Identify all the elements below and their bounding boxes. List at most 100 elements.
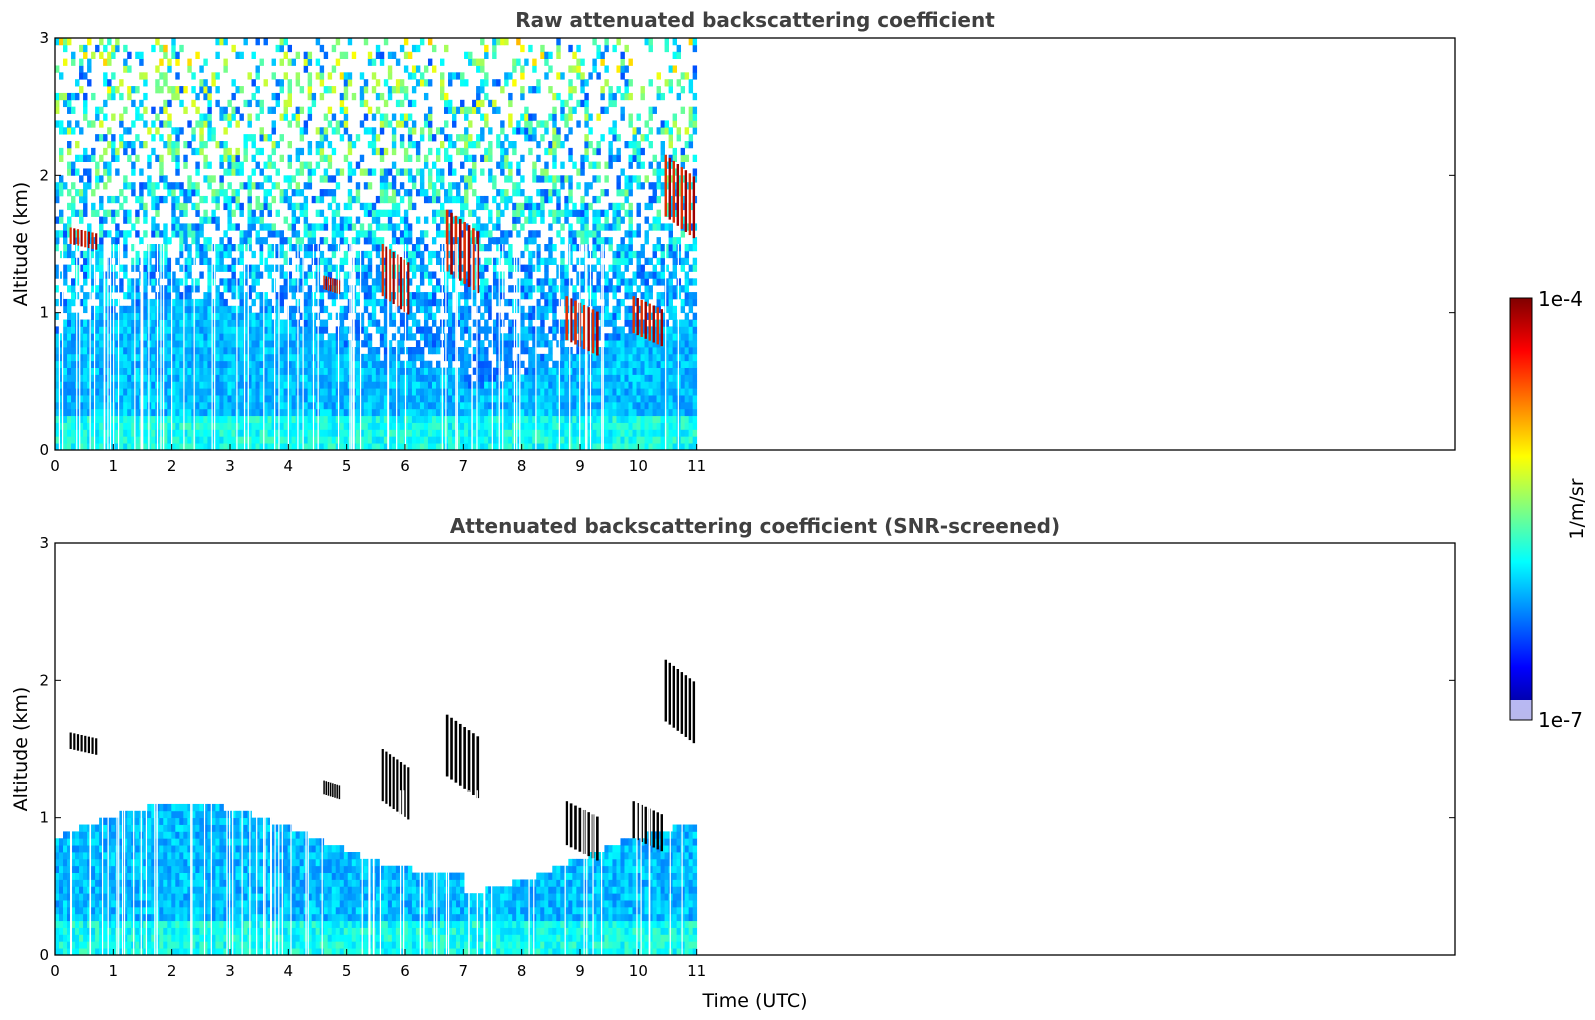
heatmap-cell <box>383 120 389 128</box>
heatmap-cell <box>548 374 553 382</box>
heatmap-cell <box>411 250 417 259</box>
heatmap-cell <box>247 113 252 121</box>
heatmap-cell <box>55 106 60 114</box>
heatmap-cell <box>55 312 60 320</box>
heatmap-cell <box>419 347 425 355</box>
heatmap-cell <box>307 168 313 176</box>
heatmap-cell <box>367 436 373 444</box>
heatmap-cell <box>516 395 521 403</box>
heatmap-cell <box>319 443 325 451</box>
heatmap-cell <box>91 408 96 417</box>
heatmap-cell <box>552 113 557 121</box>
heatmap-cell <box>391 401 397 410</box>
heatmap-cell <box>151 422 156 430</box>
heatmap-cell <box>239 312 244 320</box>
heatmap-cell <box>407 51 413 59</box>
heatmap-cell <box>83 298 88 307</box>
heatmap-cell <box>219 381 224 389</box>
heatmap-cell <box>307 86 313 94</box>
heatmap-cell <box>199 312 204 320</box>
heatmap-cell <box>359 353 365 362</box>
heatmap-cell <box>143 360 148 368</box>
heatmap-cell <box>195 381 200 389</box>
heatmap-cell <box>71 168 76 176</box>
heatmap-cell <box>343 79 349 87</box>
heatmap-cell <box>556 271 561 279</box>
heatmap-cell <box>500 161 505 169</box>
heatmap-cell <box>227 168 232 176</box>
heatmap-cell <box>207 257 212 265</box>
heatmap-cell <box>239 347 244 355</box>
heatmap-cell <box>263 38 268 46</box>
heatmap-cell <box>187 58 192 66</box>
heatmap-cell <box>119 326 124 334</box>
heatmap-cell <box>55 99 60 108</box>
heatmap-cell <box>363 237 369 245</box>
heatmap-cell <box>468 388 473 396</box>
heatmap-cell <box>231 360 236 368</box>
heatmap-cell <box>548 141 553 149</box>
heatmap-cell <box>532 264 537 272</box>
heatmap-cell <box>239 388 244 396</box>
heatmap-cell <box>460 408 465 417</box>
heatmap-cell <box>367 429 373 437</box>
heatmap-cell <box>544 388 549 396</box>
heatmap-cell <box>484 326 489 334</box>
heatmap-cell <box>399 120 405 128</box>
heatmap-cell <box>307 244 313 252</box>
heatmap-cell <box>239 340 244 348</box>
heatmap-cell <box>327 141 333 149</box>
heatmap-cell <box>95 347 100 355</box>
heatmap-cell <box>379 189 385 197</box>
heatmap-cell <box>580 347 585 355</box>
heatmap-cell <box>271 264 276 272</box>
heatmap-cell <box>123 147 128 156</box>
heatmap-cell <box>327 120 333 128</box>
heatmap-cell <box>363 367 369 375</box>
heatmap-cell <box>395 443 401 451</box>
heatmap-cell <box>399 347 405 355</box>
heatmap-cell <box>231 367 236 375</box>
heatmap-cell <box>472 381 477 389</box>
heatmap-cell <box>215 257 220 265</box>
heatmap-cell <box>131 340 136 348</box>
heatmap-cell <box>508 340 513 348</box>
heatmap-cell <box>231 106 236 114</box>
heatmap-cell <box>255 271 260 279</box>
heatmap-cell <box>367 340 373 348</box>
heatmap-cell <box>243 353 248 362</box>
heatmap-cell <box>307 374 313 382</box>
heatmap-cell <box>476 367 481 375</box>
heatmap-cell <box>107 436 112 444</box>
heatmap-cell <box>508 250 513 259</box>
heatmap-cell <box>95 326 100 334</box>
heatmap-cell <box>83 422 88 430</box>
heatmap-cell <box>576 257 581 265</box>
heatmap-cell <box>79 408 84 417</box>
heatmap-cell <box>59 388 64 396</box>
heatmap-cell <box>568 182 573 190</box>
heatmap-cell <box>460 443 465 451</box>
heatmap-cell <box>456 305 461 314</box>
heatmap-cell <box>540 216 545 224</box>
heatmap-cell <box>343 436 349 444</box>
heatmap-cell <box>427 120 433 128</box>
heatmap-cell <box>431 347 437 355</box>
heatmap-cell <box>71 209 76 217</box>
heatmap-cell <box>560 250 565 259</box>
heatmap-cell <box>419 374 425 382</box>
heatmap-cell <box>524 244 529 252</box>
heatmap-cell <box>379 333 385 341</box>
heatmap-cell <box>187 360 192 368</box>
heatmap-cell <box>516 264 521 272</box>
heatmap-cell <box>231 408 236 417</box>
heatmap-cell <box>223 65 228 73</box>
heatmap-cell <box>99 360 104 368</box>
heatmap-cell <box>564 353 569 362</box>
heatmap-cell <box>235 305 240 314</box>
heatmap-cell <box>355 230 361 238</box>
heatmap-cell <box>247 312 252 320</box>
heatmap-cell <box>452 237 457 245</box>
heatmap-cell <box>484 244 489 252</box>
heatmap-cell <box>480 264 485 272</box>
